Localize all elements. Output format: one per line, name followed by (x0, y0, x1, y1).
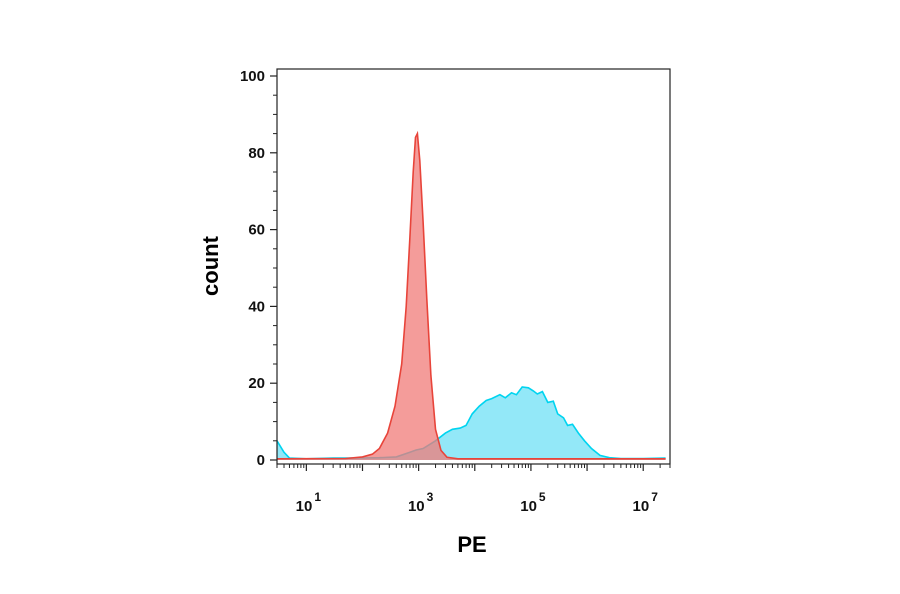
y-tick-label: 60 (248, 222, 265, 239)
x-tick-label: 103 (408, 490, 434, 515)
y-tick-label: 80 (248, 145, 265, 162)
series-1 (276, 386, 666, 460)
x-tick-label: 107 (633, 490, 659, 515)
y-tick-label: 0 (257, 452, 265, 469)
y-tick-label: 20 (248, 375, 265, 392)
series-layer (276, 130, 666, 460)
series-2-line (276, 130, 666, 460)
x-tick-label: 101 (296, 490, 322, 515)
y-tick-label: 100 (240, 68, 265, 85)
x-axis: 101 103 105 107 (276, 464, 671, 515)
series-2 (276, 130, 666, 460)
y-axis-title: count (198, 235, 223, 296)
series-2-area (277, 133, 666, 460)
y-axis: 0 20 40 60 80 100 (240, 68, 277, 469)
plot-frame (276, 68, 671, 465)
series-1-area (277, 387, 666, 460)
x-axis-title: PE (457, 532, 486, 557)
y-tick-label: 40 (248, 298, 265, 315)
x-tick-label: 105 (520, 490, 546, 515)
